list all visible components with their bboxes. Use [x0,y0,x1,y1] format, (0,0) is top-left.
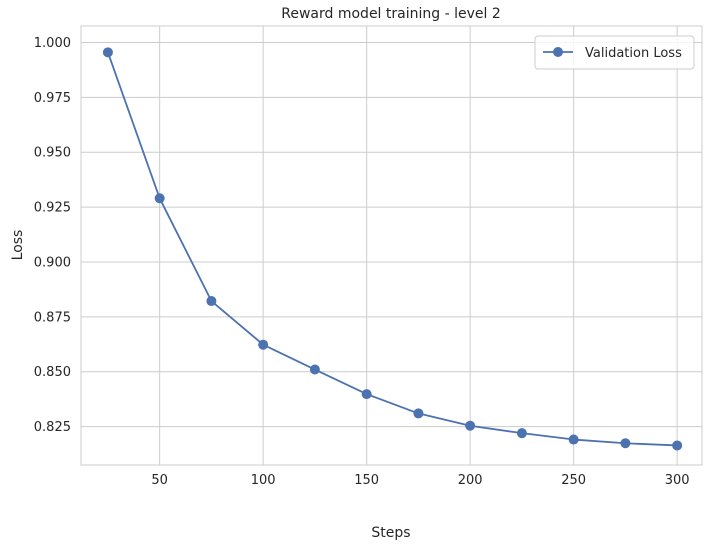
data-point [361,389,372,400]
y-tick-label: 0.825 [34,420,71,435]
x-axis-label: Steps [371,525,410,541]
grid [81,26,702,465]
data-point [465,420,476,431]
legend-marker-swatch [553,47,563,57]
data-point [413,408,424,419]
x-tick-label: 300 [665,473,690,488]
data-point [102,47,113,58]
data-point [568,434,579,445]
x-tick-label: 200 [458,473,483,488]
y-tick-label: 0.900 [34,255,71,270]
legend: Validation Loss [534,35,695,70]
legend-frame [534,35,695,70]
legend-entry-validation-loss: Validation Loss [585,46,682,61]
data-point [154,193,165,204]
chart-title: Reward model training - level 2 [281,6,500,22]
data-point [516,428,527,439]
data-point [309,364,320,375]
y-axis-label: Loss [10,230,26,261]
x-tick-labels: 50 100 150 200 250 300 [151,473,689,488]
x-tick-label: 100 [251,473,276,488]
series-line [107,52,678,447]
y-tick-label: 1.000 [34,36,71,51]
data-point [672,440,683,451]
axes-frame [80,25,703,466]
data-point [258,339,269,350]
x-tick-label: 150 [354,473,379,488]
y-tick-labels: 0.825 0.850 0.875 0.900 0.925 0.950 0.975 1.000 [34,36,71,435]
y-tick-label: 0.975 [34,91,71,106]
x-tick-label: 250 [561,473,586,488]
y-tick-label: 0.925 [34,201,71,216]
y-tick-label: 0.875 [34,310,71,325]
data-point [620,438,631,449]
data-point [206,296,217,307]
x-tick-label: 50 [151,473,168,488]
y-tick-label: 0.850 [34,365,71,380]
y-tick-label: 0.950 [34,146,71,161]
series-layer [102,47,683,451]
